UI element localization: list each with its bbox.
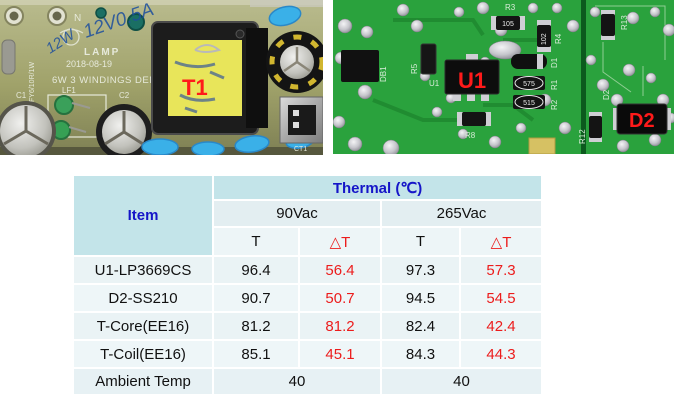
- photo-pcb-solder-side: DB1 R5 R3 105 102 R4 D1: [333, 0, 674, 154]
- silk-trace-outlines: [595, 5, 666, 96]
- silk-demo-text: 6W 3 WINDINGS DEMO: [52, 75, 166, 86]
- silk-brand: LAMP: [84, 47, 120, 58]
- dt-90-value: 50.7: [300, 285, 380, 311]
- silk-r12: R12: [578, 129, 587, 144]
- ic-u1: U1 U1: [429, 54, 500, 101]
- board-edge-top: [0, 0, 323, 5]
- resistor-r2: 515 R2: [513, 95, 559, 110]
- photo-pcb-top-side: N FY6/10R/1W LAMP 2018-08-19 6W 3 WINDIN…: [0, 0, 323, 155]
- silk-r2: R2: [550, 99, 559, 110]
- dt-90-value: 56.4: [300, 257, 380, 283]
- col-group-265vac: 265Vac: [382, 201, 542, 226]
- t-265-value: 84.3: [382, 341, 459, 367]
- t-90-value: 85.1: [214, 341, 298, 367]
- dt-90-value: 45.1: [300, 341, 380, 367]
- table-header-row-1: Item Thermal (℃): [74, 176, 542, 255]
- t-265-value: 94.5: [382, 285, 459, 311]
- dt-90-value: 81.2: [300, 313, 380, 339]
- label-d2: D2: [629, 110, 655, 132]
- inductor-lf1: [51, 95, 91, 140]
- silk-date: 2018-08-19: [66, 59, 112, 69]
- small-components: [1, 7, 145, 75]
- table-row-t-core: T-Core(EE16) 81.2 81.2 82.4 42.4: [74, 313, 542, 339]
- diode-d2: D2 D2: [602, 89, 671, 135]
- item-name: U1-LP3669CS: [74, 257, 212, 283]
- code-r1: 575: [523, 81, 535, 88]
- item-name: T-Core(EE16): [74, 313, 212, 339]
- label-t1: T1: [182, 75, 208, 100]
- output-capacitor: [266, 31, 323, 93]
- dt-265-value: 42.4: [461, 313, 542, 339]
- silk-side-text: FY6/10R/1W: [29, 62, 36, 102]
- col-header-t-90: T: [214, 228, 298, 255]
- t-265-value: 97.3: [382, 257, 459, 283]
- table-header-row-2: 90Vac 265Vac: [74, 201, 542, 226]
- silk-r5: R5: [410, 63, 419, 74]
- table-header-row-3: T △T T △T: [74, 228, 542, 255]
- table-row-t-coil: T-Coil(EE16) 85.1 45.1 84.3 44.3: [74, 341, 542, 367]
- table-row-ambient: Ambient Temp 40 40: [74, 369, 542, 394]
- item-name: T-Coil(EE16): [74, 341, 212, 367]
- col-header-t-265: T: [382, 228, 459, 255]
- silk-r1: R1: [550, 79, 559, 90]
- silk-r8: R8: [465, 131, 476, 140]
- mounting-holes: [4, 6, 67, 26]
- silk-r3: R3: [505, 3, 516, 12]
- diode-d1: D1: [511, 54, 559, 69]
- transformer-t1: T1: [151, 21, 268, 135]
- silk-ct1: CT1: [294, 146, 307, 153]
- table-title-thermal: Thermal (℃): [214, 176, 542, 199]
- code-r3: 105: [502, 21, 514, 28]
- thermal-table: Item Thermal (℃) 90Vac 265Vac T △T T △T …: [72, 174, 543, 396]
- silk-n-label: N: [74, 13, 81, 24]
- resistor-r5: R5: [410, 43, 437, 75]
- silk-db1: DB1: [379, 66, 388, 82]
- brand-logo: [59, 28, 84, 46]
- t-265-value: 82.4: [382, 313, 459, 339]
- t-90-value: 96.4: [214, 257, 298, 283]
- code-r2: 515: [523, 100, 535, 107]
- dt-265-value: 44.3: [461, 341, 542, 367]
- resistor-r1: 575 R1: [513, 76, 559, 90]
- board-edge-tab: [528, 137, 556, 154]
- resistor-r3: R3 105: [491, 3, 525, 30]
- t-90-value: 90.7: [214, 285, 298, 311]
- dt-265-value: 54.5: [461, 285, 542, 311]
- board-edge-corner: [250, 0, 323, 7]
- resistor-r13: R13: [601, 10, 629, 40]
- item-name: Ambient Temp: [74, 369, 212, 394]
- dt-265-value: 57.3: [461, 257, 542, 283]
- resistor-r12: R12: [578, 112, 602, 144]
- silk-c2: C2: [119, 91, 130, 100]
- pcb-solder-illustration: DB1 R5 R3 105 102 R4 D1: [333, 0, 674, 154]
- silk-d2: D2: [602, 89, 611, 100]
- capacitor-c2: [96, 104, 152, 155]
- silk-r13: R13: [620, 15, 629, 30]
- item-name: D2-SS210: [74, 285, 212, 311]
- ambient-90-value: 40: [214, 369, 380, 394]
- col-header-dt-265: △T: [461, 228, 542, 255]
- silk-lf1: LF1: [62, 86, 76, 95]
- silk-u1: U1: [429, 79, 440, 88]
- capacitor-c1: [0, 101, 56, 155]
- bridge-db1: DB1: [341, 50, 388, 82]
- table-row-u1: U1-LP3669CS 96.4 56.4 97.3 57.3: [74, 257, 542, 283]
- code-r4: 102: [541, 33, 548, 45]
- pcb-top-illustration: N FY6/10R/1W LAMP 2018-08-19 6W 3 WINDIN…: [0, 0, 323, 155]
- col-group-90vac: 90Vac: [214, 201, 380, 226]
- resistor-r8: R8: [457, 112, 491, 140]
- col-header-dt-90: △T: [300, 228, 380, 255]
- silk-d1: D1: [550, 57, 559, 68]
- resistor-r4: 102 R4: [537, 20, 563, 52]
- t-90-value: 81.2: [214, 313, 298, 339]
- ambient-265-value: 40: [382, 369, 542, 394]
- col-header-item: Item: [74, 176, 212, 255]
- silk-c1: C1: [16, 91, 27, 100]
- table-row-d2: D2-SS210 90.7 50.7 94.5 54.5: [74, 285, 542, 311]
- routing-slot: [581, 0, 586, 154]
- label-u1: U1: [458, 68, 486, 93]
- silk-r4: R4: [554, 33, 563, 44]
- usb-connector: [279, 96, 323, 144]
